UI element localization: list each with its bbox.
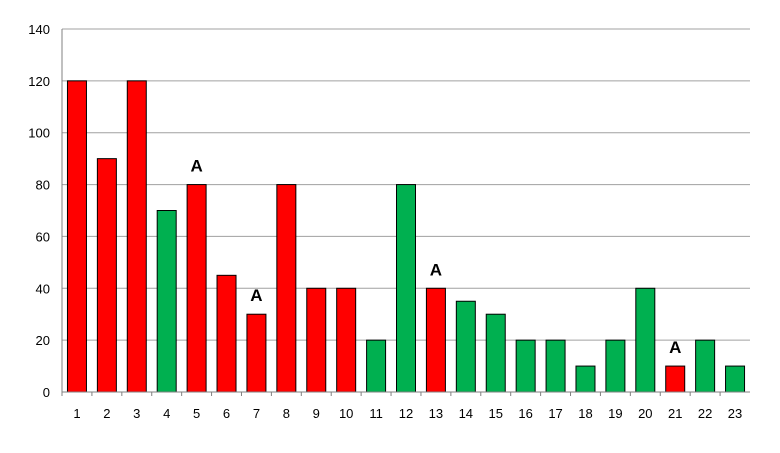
bar-5 bbox=[186, 184, 207, 393]
bar-2 bbox=[96, 158, 117, 393]
x-tick-label: 10 bbox=[339, 406, 353, 421]
bar-10 bbox=[336, 287, 357, 393]
x-tick-label: 5 bbox=[193, 406, 200, 421]
bar-4 bbox=[156, 210, 177, 393]
bar-1 bbox=[66, 80, 87, 393]
x-tick-label: 13 bbox=[429, 406, 443, 421]
bar-22 bbox=[695, 339, 716, 393]
x-tick-label: 9 bbox=[313, 406, 320, 421]
bar-3 bbox=[126, 80, 147, 393]
x-tick-label: 1 bbox=[73, 406, 80, 421]
y-tick-label: 0 bbox=[43, 385, 50, 400]
x-tick-label: 6 bbox=[223, 406, 230, 421]
x-tick-label: 15 bbox=[489, 406, 503, 421]
bar-20 bbox=[635, 287, 656, 393]
x-tick-label: 23 bbox=[728, 406, 742, 421]
x-tick-label: 4 bbox=[163, 406, 170, 421]
bar-7 bbox=[246, 313, 267, 393]
bar-8 bbox=[276, 184, 297, 393]
axis-layer bbox=[61, 29, 750, 396]
bar-13 bbox=[425, 287, 446, 393]
x-tick-label: 7 bbox=[253, 406, 260, 421]
bar-19 bbox=[605, 339, 626, 393]
x-tick-label: 8 bbox=[283, 406, 290, 421]
y-tick-label: 60 bbox=[36, 229, 50, 244]
x-tick-label: 11 bbox=[369, 406, 383, 421]
y-tick-label: 20 bbox=[36, 333, 50, 348]
x-tick-label: 19 bbox=[608, 406, 622, 421]
annotation-label: A bbox=[430, 260, 442, 279]
bar-9 bbox=[306, 287, 327, 393]
y-tick-label: 120 bbox=[28, 74, 50, 89]
annotation-label: A bbox=[250, 286, 262, 305]
x-tick-label: 20 bbox=[638, 406, 652, 421]
bar-6 bbox=[216, 274, 237, 393]
bar-15 bbox=[485, 313, 506, 393]
bar-18 bbox=[575, 365, 596, 393]
x-tick-label: 21 bbox=[668, 406, 682, 421]
y-tick-label: 40 bbox=[36, 281, 50, 296]
bar-layer bbox=[66, 80, 746, 393]
bar-12 bbox=[396, 184, 416, 393]
y-tick-label: 140 bbox=[28, 22, 50, 37]
bar-11 bbox=[366, 339, 387, 393]
x-tick-label: 14 bbox=[459, 406, 473, 421]
y-tick-label: 80 bbox=[36, 178, 50, 193]
x-tick-label: 2 bbox=[103, 406, 110, 421]
x-tick-label: 3 bbox=[133, 406, 140, 421]
annotation-label: A bbox=[190, 157, 202, 176]
bar-23 bbox=[725, 365, 746, 393]
x-tick-label: 17 bbox=[548, 406, 562, 421]
bar-14 bbox=[455, 300, 476, 393]
annotation-label: A bbox=[669, 338, 681, 357]
y-tick-label: 100 bbox=[28, 126, 50, 141]
bar-17 bbox=[545, 339, 566, 393]
x-tick-label: 12 bbox=[399, 406, 413, 421]
x-tick-label: 18 bbox=[578, 406, 592, 421]
x-tick-label: 16 bbox=[518, 406, 532, 421]
bar-21 bbox=[665, 365, 686, 393]
bar-16 bbox=[515, 339, 536, 393]
x-tick-label: 22 bbox=[698, 406, 712, 421]
